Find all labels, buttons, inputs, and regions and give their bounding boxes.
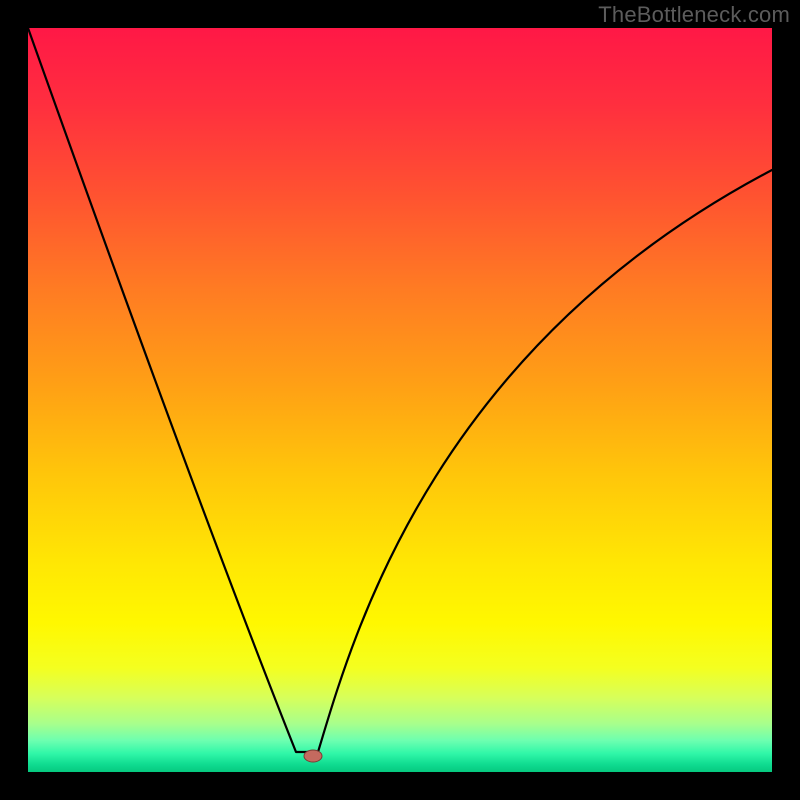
- watermark-text: TheBottleneck.com: [598, 2, 790, 28]
- chart-canvas: TheBottleneck.com: [0, 0, 800, 800]
- bottleneck-chart-svg: [0, 0, 800, 800]
- chart-background: [28, 28, 772, 772]
- optimal-point-marker: [304, 750, 322, 762]
